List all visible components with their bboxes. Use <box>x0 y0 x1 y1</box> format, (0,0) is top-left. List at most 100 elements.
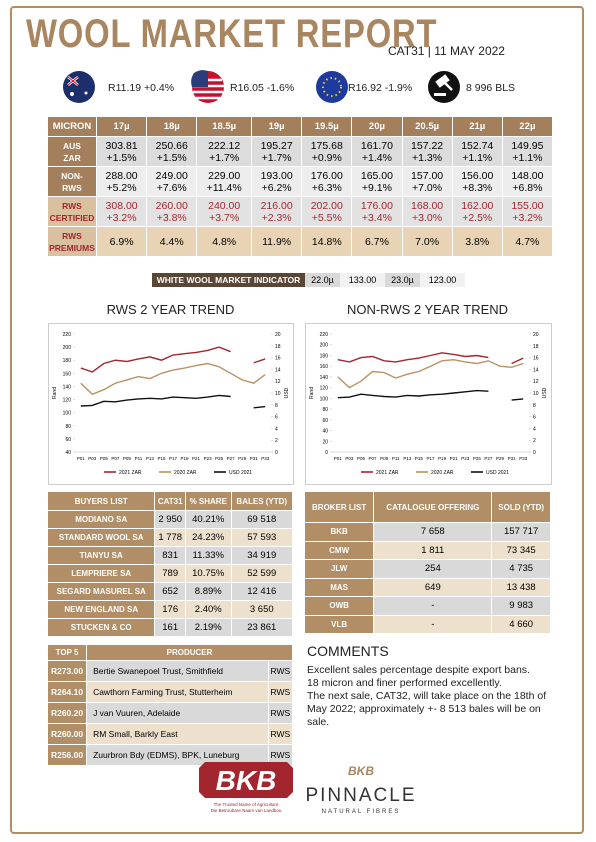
series-line <box>80 346 266 373</box>
x-tick-label: P31 <box>250 456 259 461</box>
x-tick-label: P11 <box>135 456 143 461</box>
y-tick-label: 180 <box>63 358 72 364</box>
cell-line: +6.3% <box>311 181 342 194</box>
cell-line: 176.00 <box>310 169 343 182</box>
table-cell: 7 658 <box>374 523 492 541</box>
y2-tick-label: 20 <box>275 332 281 338</box>
y-tick-label: 60 <box>322 418 328 424</box>
label-line: PREMIUMS <box>49 242 95 253</box>
comment-paragraph: 18 micron and finer performed excellentl… <box>307 677 502 689</box>
cell-line: 193.00 <box>260 169 293 182</box>
table-row: RWS CERTIFIED 308.00 +3.2% 260.00 +3.8% 240.00… <box>48 197 552 226</box>
cell-line: 216.00 <box>260 199 293 212</box>
y-tick-label: 40 <box>322 429 328 435</box>
y2-tick-label: 8 <box>275 403 278 409</box>
x-tick-label: P25 <box>473 456 482 461</box>
cell-line: +7.6% <box>156 181 187 194</box>
x-tick-label: P29 <box>496 456 505 461</box>
table-cell: 7.0% <box>402 227 452 256</box>
x-tick-label: P23 <box>204 456 213 461</box>
cell-line: +1.5% <box>156 151 187 164</box>
table-row: SEGARD MASUREL SA 652 8.89% 12 416 <box>48 583 292 600</box>
table-cell: 649 <box>374 578 492 596</box>
column-header: 22µ <box>502 117 552 136</box>
gavel <box>435 74 453 91</box>
wwmi-bar: WHITE WOOL MARKET INDICATOR 22.0µ 133.00 23… <box>152 273 465 287</box>
aus-star <box>70 92 74 96</box>
cell-line: 155.00 <box>511 199 544 212</box>
table-cell: 149.95 +1.1% <box>502 137 552 166</box>
y-tick-label: 80 <box>322 407 328 413</box>
table-cell: 216.00 +2.3% <box>252 197 302 226</box>
cell-line: +2.5% <box>462 211 493 224</box>
row-label: RWS CERTIFIED <box>48 197 96 226</box>
table-cell: 202.00 +5.5% <box>302 197 352 226</box>
cell-line: +5.5% <box>311 211 342 224</box>
label-line: RWS <box>62 182 82 193</box>
table-cell: 11.33% <box>185 547 231 564</box>
row-label: VLB <box>305 615 374 633</box>
row-label: R264.10 <box>48 682 87 702</box>
table-row: TIANYU SA 831 11.33% 34 919 <box>48 547 292 564</box>
cell-line: 202.00 <box>310 199 343 212</box>
cell-line: 308.00 <box>105 199 138 212</box>
table-cell: - <box>374 615 492 633</box>
y-tick-label: 120 <box>320 386 329 392</box>
table-cell: 13 438 <box>492 578 550 596</box>
table-cell: 260.00 +3.8% <box>147 197 197 226</box>
legend-label: 2021 ZAR <box>119 470 142 476</box>
table-row: STUCKEN & CO 161 2.19% 23 861 <box>48 619 292 636</box>
y2-tick-label: 6 <box>275 415 278 421</box>
eu-stars <box>322 77 342 97</box>
cell-line: +7.0% <box>412 181 443 194</box>
column-header: SOLD (YTD) <box>492 492 550 522</box>
y2-tick-label: 8 <box>533 403 536 409</box>
cell-line: +9.1% <box>361 181 392 194</box>
table-cell: 176 <box>155 601 185 618</box>
y2-tick-label: 20 <box>533 332 539 338</box>
zar-usd-rate: R16.05 -1.6% <box>230 82 295 94</box>
y-tick-label: 200 <box>320 343 329 349</box>
table-cell: 40.21% <box>185 511 231 528</box>
cell-line: +1.1% <box>462 151 493 164</box>
cell-line: 148.00 <box>511 169 544 182</box>
table-cell: RM Small, Barkly East <box>87 724 268 744</box>
y-tick-label: 220 <box>320 332 329 338</box>
legend-label: 2020 ZAR <box>174 470 197 476</box>
bkb-logo-text: BKB <box>216 765 277 796</box>
label-line: AUS <box>63 140 81 151</box>
table-cell: - <box>374 597 492 615</box>
table-cell: 229.00 +11.4% <box>197 167 252 196</box>
y-tick-label: 140 <box>320 375 329 381</box>
row-label: AUS ZAR <box>48 137 96 166</box>
cell-line: 288.00 <box>105 169 138 182</box>
x-tick-label: P03 <box>88 456 97 461</box>
cell-line: +3.2% <box>106 211 137 224</box>
table-row: BKB 7 658 157 717 <box>305 523 550 541</box>
y2-tick-label: 6 <box>533 415 536 421</box>
cell-line: +1.4% <box>361 151 392 164</box>
row-label: STUCKEN & CO <box>48 619 155 636</box>
page-frame <box>10 6 584 834</box>
aus-flag-icon <box>63 71 95 103</box>
table-row: R256.00 Zuurbron Bdy (EDMS), BPK, Lunebur… <box>48 745 292 765</box>
x-tick-label: P01 <box>334 456 343 461</box>
table-cell: 148.00 +6.8% <box>502 167 552 196</box>
row-label: R260.20 <box>48 703 87 723</box>
cell-line: +3.8% <box>156 211 187 224</box>
column-header: 19µ <box>252 117 302 136</box>
x-tick-label: P25 <box>215 456 224 461</box>
cell-line: +3.0% <box>412 211 443 224</box>
x-tick-label: P09 <box>123 456 132 461</box>
y2-tick-label: 4 <box>275 426 278 432</box>
y2-tick-label: 10 <box>275 391 281 397</box>
y-tick-label: 160 <box>63 371 72 377</box>
table-cell: 2.19% <box>185 619 231 636</box>
column-header: TOP 5 <box>48 645 87 660</box>
table-cell: 34 919 <box>231 547 292 564</box>
header-row: TOP 5 PRODUCER <box>48 645 292 660</box>
cell-line: +3.4% <box>361 211 392 224</box>
table-row: NEW ENGLAND SA 176 2.40% 3 650 <box>48 601 292 618</box>
table-row: R260.20 J van Vuuren, Adelaide RWS <box>48 703 292 723</box>
x-tick-label: P15 <box>157 456 166 461</box>
